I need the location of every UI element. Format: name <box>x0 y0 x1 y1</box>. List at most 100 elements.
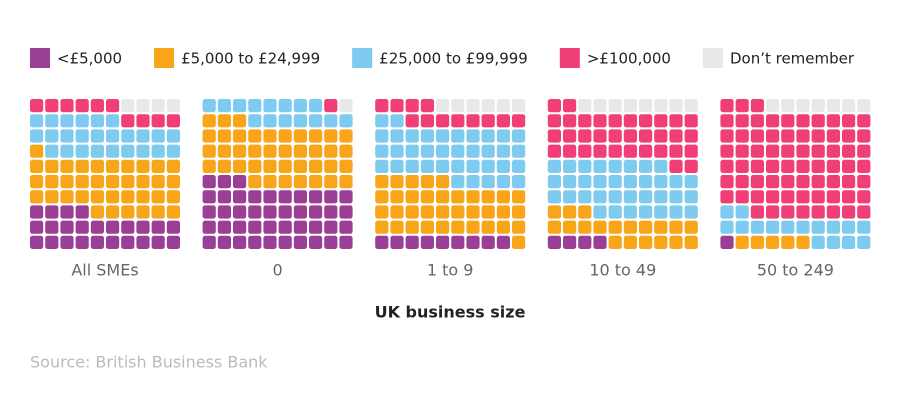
waffle-cell <box>390 205 404 219</box>
waffle-cell <box>151 99 165 113</box>
waffle-cell <box>202 144 216 158</box>
waffle-cell <box>405 190 419 204</box>
waffle-cell <box>781 220 795 234</box>
waffle-cell <box>466 114 480 128</box>
waffle-cell <box>309 129 323 143</box>
waffle-cell <box>75 175 89 189</box>
waffle-cell <box>563 159 577 173</box>
waffle-cell <box>766 159 780 173</box>
waffle-cell <box>106 129 120 143</box>
legend-label: £25,000 to £99,999 <box>379 50 528 68</box>
waffle-cell <box>30 99 44 113</box>
waffle-cell <box>593 129 607 143</box>
waffle-cell <box>233 235 247 249</box>
waffle-cell <box>608 235 622 249</box>
waffle-cell <box>578 235 592 249</box>
waffle-cell <box>826 220 840 234</box>
waffle-cell <box>451 144 465 158</box>
waffle-cell <box>390 190 404 204</box>
waffle-cell <box>324 144 338 158</box>
waffle-cell <box>654 114 668 128</box>
waffle-cell <box>639 175 653 189</box>
waffle-cell <box>750 205 764 219</box>
waffle-cell <box>375 190 389 204</box>
waffle-cell <box>324 114 338 128</box>
waffle-cell <box>390 175 404 189</box>
waffle-cell <box>669 114 683 128</box>
waffle-cell <box>309 144 323 158</box>
waffle-cell <box>720 99 734 113</box>
waffle-cell <box>121 190 135 204</box>
waffle-cell <box>796 175 810 189</box>
waffle-cell <box>608 144 622 158</box>
waffle-cell <box>669 220 683 234</box>
waffle-cell <box>720 159 734 173</box>
waffle-cell <box>90 205 104 219</box>
waffle-cell <box>233 99 247 113</box>
waffle-cell <box>750 144 764 158</box>
waffle-cell <box>796 205 810 219</box>
waffle-cell <box>293 159 307 173</box>
waffle-cell <box>826 190 840 204</box>
waffle-cell <box>639 190 653 204</box>
category-label: 1 to 9 <box>427 261 474 280</box>
waffle-cell <box>720 129 734 143</box>
waffle-cell <box>451 220 465 234</box>
waffle-cell <box>654 144 668 158</box>
waffle-cell <box>324 220 338 234</box>
waffle-cell <box>166 144 180 158</box>
waffle-cell <box>578 190 592 204</box>
waffle-cell <box>405 114 419 128</box>
waffle-cell <box>481 190 495 204</box>
legend-swatch <box>702 48 723 68</box>
waffle-cell <box>136 159 150 173</box>
waffle-cell <box>669 129 683 143</box>
waffle-cell <box>106 235 120 249</box>
waffle-cell <box>202 159 216 173</box>
waffle-cell <box>339 114 353 128</box>
waffle-cell <box>547 159 561 173</box>
waffle-cell <box>278 205 292 219</box>
waffle-cell <box>563 99 577 113</box>
waffle-cell <box>136 205 150 219</box>
waffle-cell <box>857 99 871 113</box>
waffle-cell <box>136 99 150 113</box>
waffle-cell <box>481 99 495 113</box>
waffle-cell <box>278 99 292 113</box>
waffle-cell <box>278 144 292 158</box>
waffle-cell <box>842 159 856 173</box>
waffle-cell <box>796 220 810 234</box>
waffle-cell <box>496 159 510 173</box>
waffle-cell <box>90 99 104 113</box>
waffle-cell <box>309 190 323 204</box>
waffle-cell <box>512 190 526 204</box>
waffle-cell <box>420 159 434 173</box>
waffle-cell <box>766 129 780 143</box>
waffle-cell <box>151 144 165 158</box>
waffle-cell <box>512 129 526 143</box>
waffle-cell <box>436 205 450 219</box>
waffle-cell <box>593 114 607 128</box>
waffle-cell <box>309 99 323 113</box>
waffle-cell <box>90 159 104 173</box>
waffle-cell <box>857 159 871 173</box>
waffle-cell <box>766 220 780 234</box>
waffle-cell <box>121 129 135 143</box>
waffle-cell <box>842 190 856 204</box>
waffle-cell <box>339 144 353 158</box>
waffle-cell <box>151 205 165 219</box>
waffle-cell <box>390 114 404 128</box>
waffle-cell <box>309 205 323 219</box>
waffle-cell <box>202 190 216 204</box>
waffle-cell <box>735 129 749 143</box>
waffle-cell <box>405 144 419 158</box>
waffle-cell <box>248 190 262 204</box>
waffle-cell <box>547 114 561 128</box>
category-label: All SMEs <box>71 261 138 280</box>
waffle-cell <box>136 190 150 204</box>
waffle-cell <box>375 235 389 249</box>
waffle-cell <box>684 235 698 249</box>
waffle-cell <box>496 144 510 158</box>
waffle-cell <box>720 205 734 219</box>
waffle-cell <box>60 159 74 173</box>
